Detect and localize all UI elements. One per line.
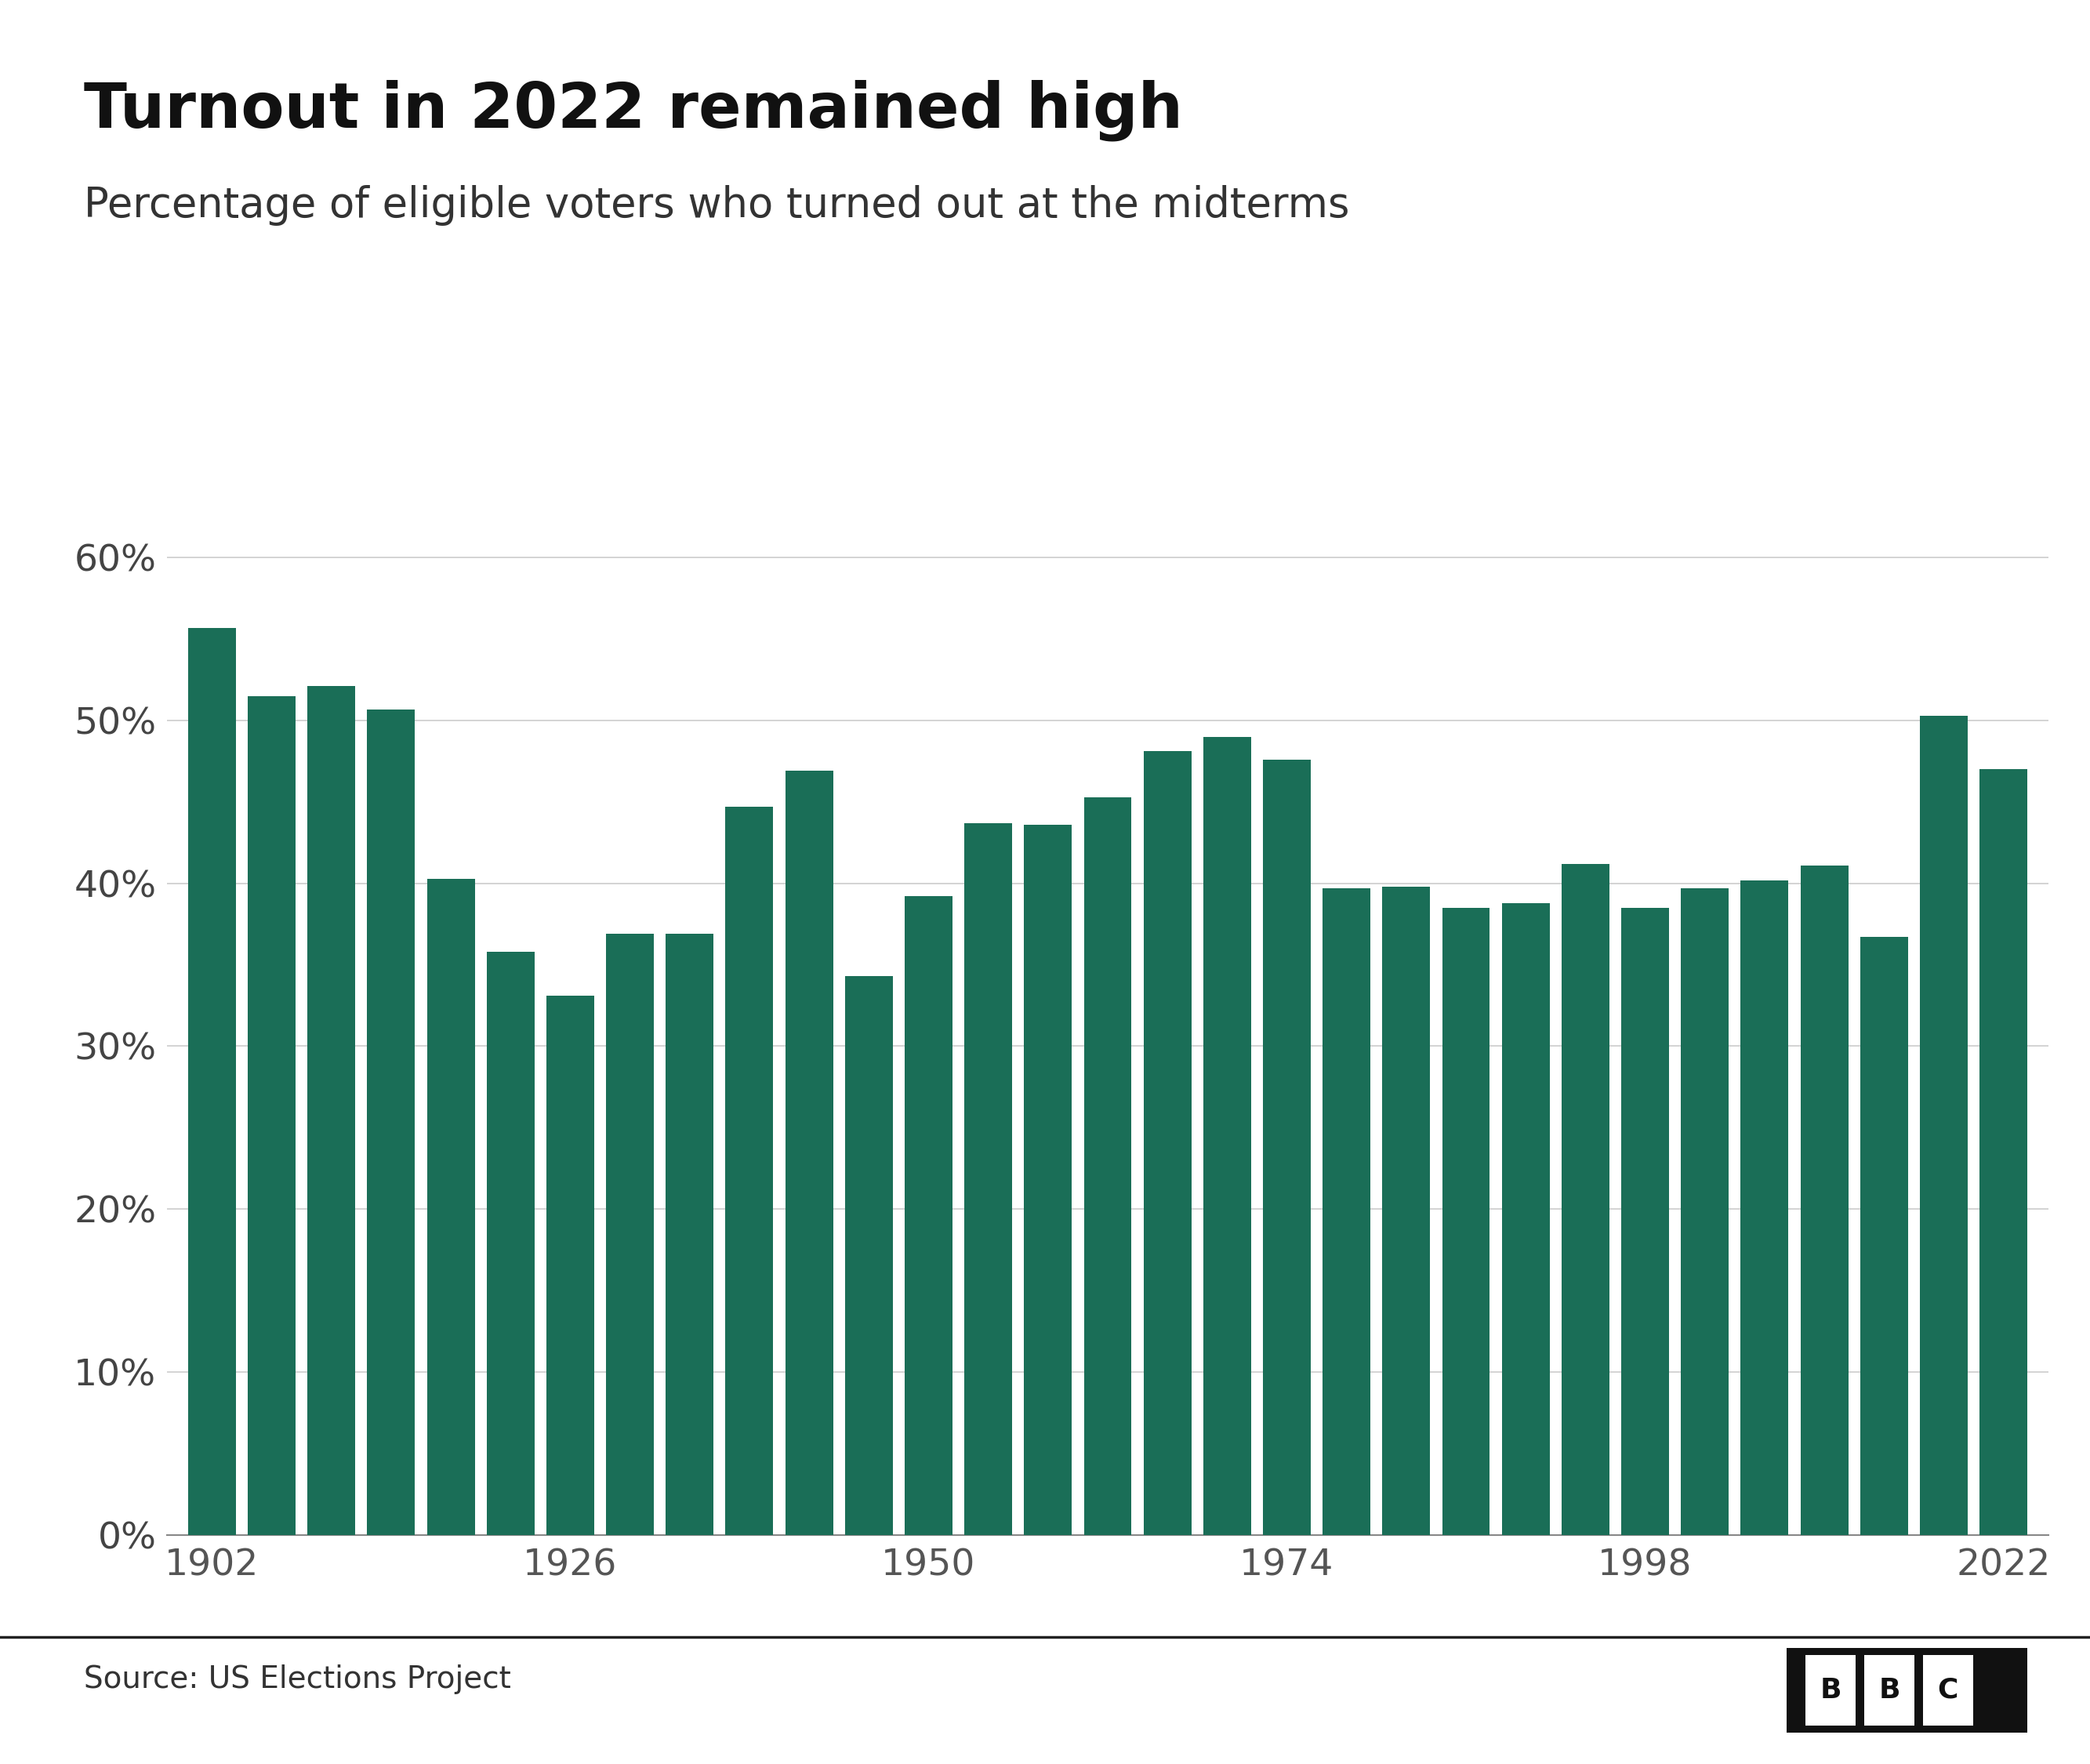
Bar xyxy=(1503,903,1549,1535)
Bar xyxy=(1741,880,1789,1535)
Text: Source: US Elections Project: Source: US Elections Project xyxy=(84,1665,510,1693)
Bar xyxy=(1860,937,1908,1535)
Bar xyxy=(1024,826,1072,1535)
Bar xyxy=(487,953,535,1535)
Bar xyxy=(426,878,474,1535)
Bar xyxy=(1262,760,1310,1535)
Bar xyxy=(667,933,713,1535)
Bar xyxy=(307,686,355,1535)
Bar xyxy=(1979,769,2027,1535)
Bar xyxy=(606,933,654,1535)
Bar xyxy=(1204,737,1252,1535)
Bar xyxy=(1085,797,1131,1535)
Bar xyxy=(1622,908,1670,1535)
Text: B: B xyxy=(1820,1676,1841,1704)
Bar xyxy=(1921,716,1967,1535)
Text: B: B xyxy=(1879,1676,1900,1704)
Text: Turnout in 2022 remained high: Turnout in 2022 remained high xyxy=(84,79,1183,141)
Bar xyxy=(1680,889,1728,1535)
Bar xyxy=(545,995,594,1535)
Bar xyxy=(725,806,773,1535)
Bar xyxy=(1442,908,1490,1535)
Text: Percentage of eligible voters who turned out at the midterms: Percentage of eligible voters who turned… xyxy=(84,185,1350,226)
Bar xyxy=(368,709,416,1535)
Bar xyxy=(905,896,953,1535)
Bar xyxy=(844,975,892,1535)
Bar xyxy=(963,824,1012,1535)
Bar xyxy=(1561,864,1609,1535)
Bar xyxy=(1323,889,1371,1535)
Bar xyxy=(188,628,236,1535)
Bar xyxy=(249,697,295,1535)
Text: C: C xyxy=(1937,1676,1958,1704)
Bar xyxy=(786,771,834,1535)
Bar xyxy=(1143,751,1191,1535)
Bar xyxy=(1381,887,1430,1535)
Bar xyxy=(1799,866,1848,1535)
